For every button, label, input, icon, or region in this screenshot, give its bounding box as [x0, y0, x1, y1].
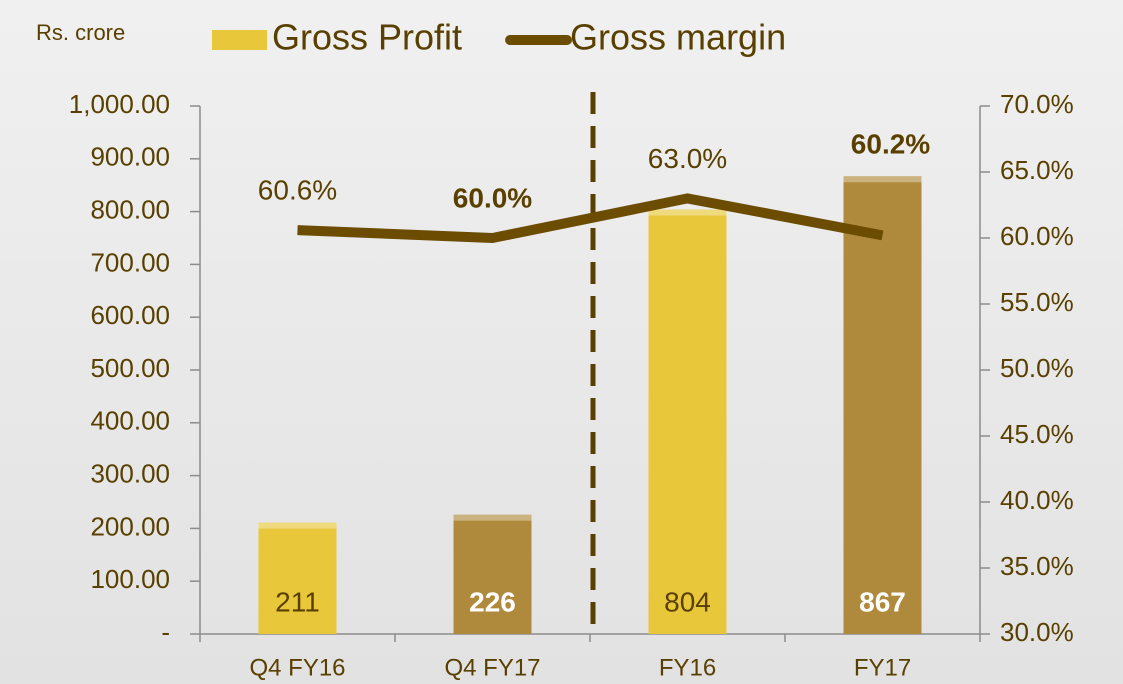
y-tick-label: 300.00: [90, 458, 170, 488]
bar-top: [258, 522, 337, 529]
line-value-label: 60.0%: [453, 182, 532, 213]
bar: [453, 514, 532, 634]
y-tick-label: 200.00: [90, 511, 170, 541]
x-tick-label: FY17: [854, 654, 911, 681]
line: [297, 193, 884, 243]
bar-value-label: 867: [859, 586, 906, 617]
line-value-label: 63.0%: [648, 143, 727, 174]
y2-tick-label: 45.0%: [1000, 419, 1074, 449]
y2-tick-label: 40.0%: [1000, 485, 1074, 515]
legend-swatch: [212, 30, 267, 50]
bar: [258, 522, 337, 634]
bar: [648, 209, 727, 634]
y-tick-label: 600.00: [90, 300, 170, 330]
y-tick-label: 700.00: [90, 247, 170, 277]
y2-tick-label: 70.0%: [1000, 89, 1074, 119]
legend-label: Gross margin: [570, 17, 786, 58]
y2-tick-label: 50.0%: [1000, 353, 1074, 383]
y2-tick-label: 65.0%: [1000, 155, 1074, 185]
bar-value-label: 226: [469, 586, 516, 617]
y2-tick-label: 60.0%: [1000, 221, 1074, 251]
x-tick-label: Q4 FY16: [249, 654, 345, 681]
y-tick-label: 800.00: [90, 194, 170, 224]
y2-tick-label: 35.0%: [1000, 551, 1074, 581]
bar-top: [453, 514, 532, 521]
y2-tick-label: 30.0%: [1000, 617, 1074, 647]
x-tick-label: Q4 FY17: [444, 654, 540, 681]
line-value-label: 60.2%: [851, 129, 930, 160]
bar-value-label: 804: [664, 586, 711, 617]
y-tick-label: 500.00: [90, 353, 170, 383]
bar: [843, 176, 922, 634]
bar-top: [648, 209, 727, 216]
x-tick-label: FY16: [659, 654, 716, 681]
y-axis-unit: Rs. crore: [36, 20, 125, 45]
bar-value-label: 211: [275, 586, 320, 617]
bar-top: [843, 176, 922, 183]
y-tick-label: 100.00: [90, 564, 170, 594]
y2-tick-label: 55.0%: [1000, 287, 1074, 317]
y-tick-label: 1,000.00: [69, 89, 170, 119]
line-value-label: 60.6%: [258, 174, 337, 205]
legend-label: Gross Profit: [272, 17, 462, 58]
y-tick-label: 400.00: [90, 406, 170, 436]
y-tick-label: -: [161, 617, 170, 647]
y-tick-label: 900.00: [90, 142, 170, 172]
